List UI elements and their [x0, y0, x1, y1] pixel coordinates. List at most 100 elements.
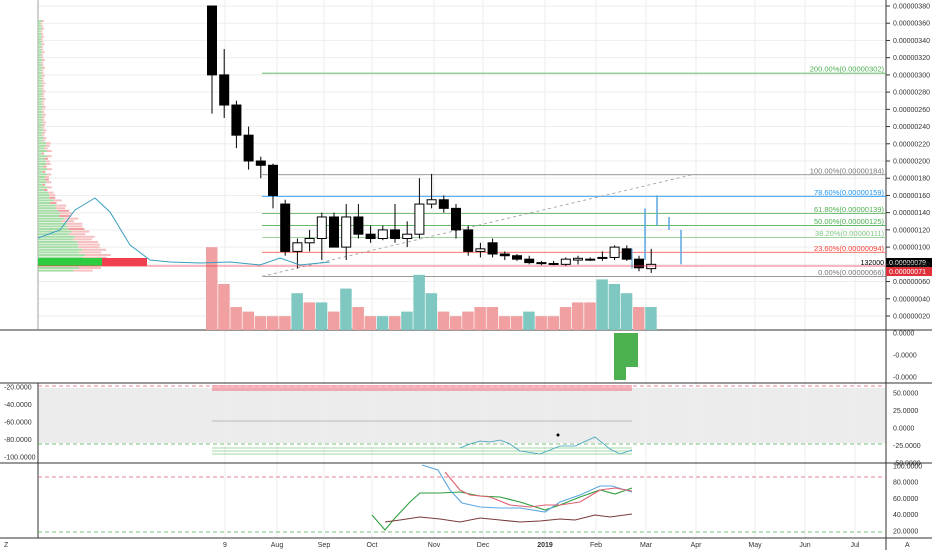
volume-profile-bar: [38, 66, 43, 69]
volume-bar: [474, 307, 486, 330]
volume-profile-bar: [42, 51, 45, 54]
time-tick-label: Feb: [590, 542, 602, 549]
volume-bar: [535, 316, 547, 330]
volume-profile-bar: [55, 207, 66, 210]
volume-profile-bar: [85, 254, 111, 256]
volume-profile-bar: [42, 126, 45, 129]
volume-profile-bar: [38, 243, 79, 246]
candle-body: [353, 216, 364, 235]
volume-bar: [291, 293, 303, 330]
price-tag: [886, 258, 932, 267]
price-tick-label: 0.00000300: [893, 72, 930, 79]
volume-profile: [38, 20, 147, 272]
volume-profile-bar: [66, 222, 83, 225]
stoch-tick-label: 80.0000: [893, 480, 918, 487]
fib-level-label: 23.60%(0.00000094): [814, 244, 885, 253]
volume-profile-bar: [82, 248, 107, 251]
candle-body: [475, 248, 486, 252]
candle-body: [536, 262, 547, 265]
volume-profile-bar: [42, 82, 46, 85]
volume-bar: [242, 311, 255, 330]
grid: [38, 0, 886, 538]
volume-profile-bar: [38, 163, 47, 165]
time-tick-label: Jul: [851, 542, 860, 549]
volume-profile-bar: [38, 196, 50, 199]
volume-bar: [620, 293, 633, 330]
fib-level-label: 78.60%(0.00000159): [814, 188, 885, 197]
volume-profile-bar: [38, 92, 42, 95]
willr-left-tick-label: -60.0000: [4, 420, 32, 427]
volume-bar: [376, 316, 389, 330]
candle-body: [426, 199, 437, 205]
price-tick-label: 0.00000260: [893, 107, 930, 114]
volume-profile-bar: [41, 40, 44, 43]
volume-profile-bar: [41, 103, 44, 106]
volume-bar: [206, 247, 218, 330]
volume-profile-bar: [42, 35, 45, 38]
price-tag: [886, 267, 932, 276]
price-tick-label: 0.00000140: [893, 210, 930, 217]
stoch-tick-label: 20.0000: [893, 528, 918, 535]
candle-body: [609, 246, 620, 258]
volume-profile-bar: [46, 155, 52, 158]
volume-profile-bar: [41, 20, 44, 22]
volume-profile-bar: [38, 202, 51, 204]
volume-profile-bar: [45, 178, 49, 181]
macd-pane: 0.0000 -0.0000 -0.0000: [614, 331, 917, 382]
volume-profile-bar: [41, 25, 43, 28]
volume-profile-bar: [38, 59, 43, 61]
fib-level-label: 50.00%(0.00000125): [814, 217, 885, 226]
volume-profile-bar: [53, 199, 62, 202]
volume-tag-text: 132000: [861, 260, 884, 267]
volume-bar: [413, 274, 425, 330]
volume-profile-bar: [41, 92, 45, 95]
volume-profile-bar: [38, 139, 43, 142]
volume-profile-bar: [60, 212, 73, 215]
stoch-tick-label: 100.0000: [893, 464, 922, 471]
volume-profile-bar: [43, 129, 47, 132]
fib-retracement[interactable]: 200.00%(0.00000302) 100.00%(0.00000184) 78…: [261, 65, 886, 277]
volume-profile-bar: [38, 61, 42, 64]
volume-bar: [279, 316, 291, 330]
volume-profile-bar: [38, 35, 43, 38]
volume-profile-bar: [38, 95, 42, 98]
volume-profile-bar: [38, 246, 79, 249]
candles[interactable]: [207, 5, 657, 273]
volume-profile-bar: [41, 61, 44, 64]
volume-profile-bar: [38, 82, 43, 85]
willr-series: [459, 436, 633, 455]
volume-profile-bar: [38, 215, 60, 217]
main-pane[interactable]: [0, 0, 886, 330]
price-tag-text: 0.00000079: [889, 260, 926, 267]
corner-label: A: [905, 542, 910, 549]
candle-body: [341, 216, 352, 248]
volume-bar: [462, 311, 474, 330]
volume-profile-bar: [38, 113, 44, 116]
volume-profile-bar: [38, 194, 50, 197]
volume-profile-bar: [38, 56, 42, 59]
volume-profile-bar: [76, 241, 98, 243]
volume-profile-bar: [68, 228, 85, 230]
price-tick-label: 0.00000240: [893, 124, 930, 131]
volume-profile-bar: [38, 269, 74, 272]
volume-profile-bar: [38, 121, 44, 124]
volume-profile-bar: [41, 56, 44, 59]
volume-profile-bar: [38, 131, 43, 134]
volume-profile-bar: [42, 139, 46, 142]
candle-body: [548, 262, 559, 265]
time-tick-label: Oct: [367, 542, 378, 549]
trend-line: [261, 174, 693, 277]
volume-profile-bar: [38, 33, 42, 35]
candle-body: [585, 258, 596, 261]
volume-profile-bar: [82, 256, 107, 259]
volume-profile-bar: [42, 134, 45, 137]
price-tick-label: 0.00000280: [893, 90, 930, 97]
volume-profile-bar: [38, 233, 69, 236]
volume-bar: [596, 279, 608, 330]
volume-profile-bar: [41, 64, 44, 67]
volume-profile-bar: [46, 150, 52, 152]
volume-profile-bar: [56, 204, 67, 207]
projection-bars: [631, 195, 682, 269]
time-tick-label: Aug: [271, 542, 284, 549]
